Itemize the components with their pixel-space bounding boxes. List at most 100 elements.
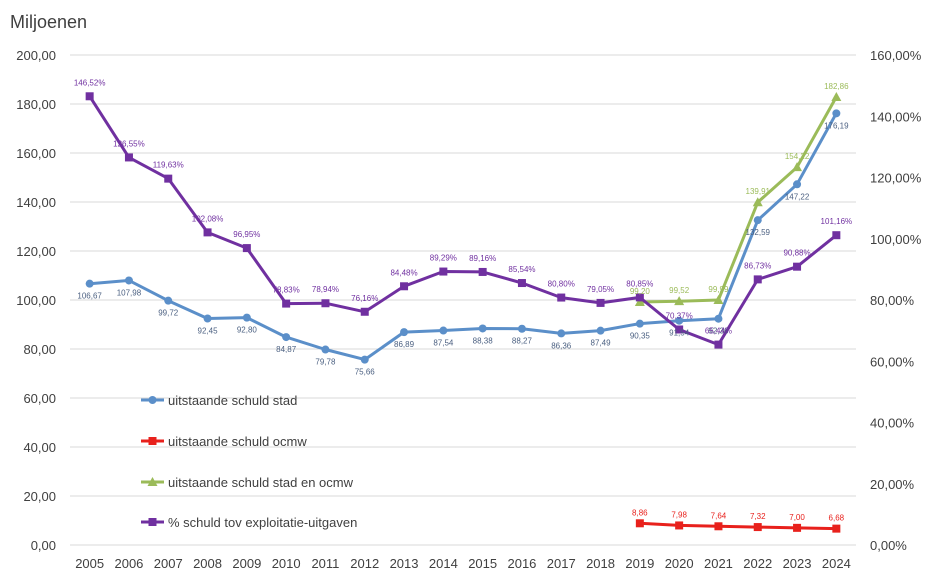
data-point	[793, 262, 802, 271]
y-left-tick-label: 200,00	[16, 48, 56, 63]
data-label: 7,64	[711, 511, 727, 520]
y-left-tick-label: 60,00	[23, 391, 56, 406]
data-point	[675, 325, 684, 334]
y-left-tick-label: 100,00	[16, 293, 56, 308]
data-point	[596, 326, 605, 335]
data-label: 7,32	[750, 512, 766, 521]
data-point	[242, 313, 251, 322]
data-label: 89,29%	[430, 254, 457, 263]
y-right-tick-label: 140,00%	[870, 109, 922, 124]
data-label: 86,89	[394, 340, 415, 349]
data-label: 147,22	[785, 192, 810, 201]
series-line	[639, 521, 837, 531]
data-point	[714, 340, 723, 349]
data-label: 79,05%	[587, 285, 614, 294]
data-point	[675, 316, 684, 325]
y-left-tick-label: 0,00	[31, 538, 56, 553]
data-label: 107,98	[117, 288, 142, 297]
data-label: 76,16%	[351, 294, 378, 303]
data-point	[321, 299, 330, 308]
x-tick-label: 2008	[193, 556, 222, 571]
data-point	[792, 162, 803, 172]
x-tick-label: 2014	[429, 556, 458, 571]
y-left-tick-label: 20,00	[23, 489, 56, 504]
data-label: 146,52%	[74, 78, 106, 87]
legend-entry: % schuld tov exploitatie-uitgaven	[168, 515, 357, 530]
data-label: 88,38	[473, 336, 494, 345]
data-point	[635, 293, 644, 302]
data-label: 92,45	[198, 326, 219, 335]
data-point	[635, 319, 644, 328]
data-point	[360, 355, 369, 364]
x-tick-label: 2020	[665, 556, 694, 571]
data-point	[596, 298, 605, 307]
legend-entry: uitstaande schuld stad	[168, 393, 297, 408]
data-point	[282, 333, 291, 342]
data-point	[714, 522, 723, 531]
data-label: 65,44%	[705, 327, 732, 336]
y-left-tick-label: 120,00	[16, 244, 56, 259]
legend-marker	[148, 518, 157, 526]
x-tick-label: 2016	[507, 556, 536, 571]
y-right-tick-label: 80,00%	[870, 293, 915, 308]
data-point	[85, 92, 94, 101]
data-point	[713, 295, 724, 305]
data-label: 99,20	[630, 287, 651, 296]
data-label: 79,78	[315, 358, 336, 367]
data-point	[752, 197, 763, 207]
axes: 0,00 20,00 40,00 60,00 80,00 100,00 120,00 140,…	[16, 48, 922, 571]
data-point	[832, 524, 841, 533]
data-point	[242, 244, 251, 253]
data-label: 78,83%	[273, 286, 300, 295]
data-point	[753, 275, 762, 284]
data-label: 78,94%	[312, 285, 339, 294]
data-point	[400, 328, 409, 337]
data-point	[164, 174, 173, 183]
y-left-tick-label: 180,00	[16, 97, 56, 112]
data-label: 119,63%	[153, 161, 184, 170]
data-label: 101,16%	[821, 217, 853, 226]
x-tick-label: 2006	[114, 556, 143, 571]
series	[85, 91, 842, 533]
x-tick-label: 2019	[625, 556, 654, 571]
data-label: 7,00	[789, 513, 805, 522]
data-point	[832, 109, 841, 118]
y-right-tick-label: 60,00%	[870, 354, 915, 369]
data-point	[714, 314, 723, 323]
data-label: 89,16%	[469, 254, 496, 263]
x-tick-label: 2012	[350, 556, 379, 571]
data-point	[439, 267, 448, 276]
data-label: 70,37%	[666, 311, 693, 320]
data-point	[517, 324, 526, 333]
y-right-tick-label: 0,00%	[870, 538, 907, 553]
data-point	[832, 231, 841, 240]
x-tick-label: 2018	[586, 556, 615, 571]
y-left-tick-label: 140,00	[16, 195, 56, 210]
data-point	[124, 276, 133, 285]
x-tick-label: 2015	[468, 556, 497, 571]
data-label: 99,52	[669, 286, 690, 295]
data-label: 132,59	[746, 228, 771, 237]
data-point	[400, 282, 409, 291]
data-label: 91,54	[669, 329, 690, 338]
data-point	[557, 329, 566, 338]
data-label: 6,68	[829, 514, 845, 523]
data-label: 126,55%	[113, 139, 145, 148]
data-label: 80,85%	[626, 279, 653, 288]
data-label: 90,35	[630, 332, 651, 341]
x-tick-label: 2013	[390, 556, 419, 571]
data-point	[124, 153, 133, 162]
x-tick-label: 2023	[783, 556, 812, 571]
data-point	[635, 519, 644, 528]
x-tick-label: 2007	[154, 556, 183, 571]
y-left-tick-label: 80,00	[23, 342, 56, 357]
data-label: 84,87	[276, 345, 297, 354]
y-right-tick-label: 40,00%	[870, 416, 915, 431]
series-line	[639, 96, 838, 304]
data-label: 106,67	[77, 292, 102, 301]
data-point	[557, 293, 566, 302]
legend: uitstaande schuld stad uitstaande schuld …	[141, 393, 357, 530]
data-point	[793, 180, 802, 189]
data-point	[164, 296, 173, 305]
y-right-tick-label: 20,00%	[870, 477, 915, 492]
